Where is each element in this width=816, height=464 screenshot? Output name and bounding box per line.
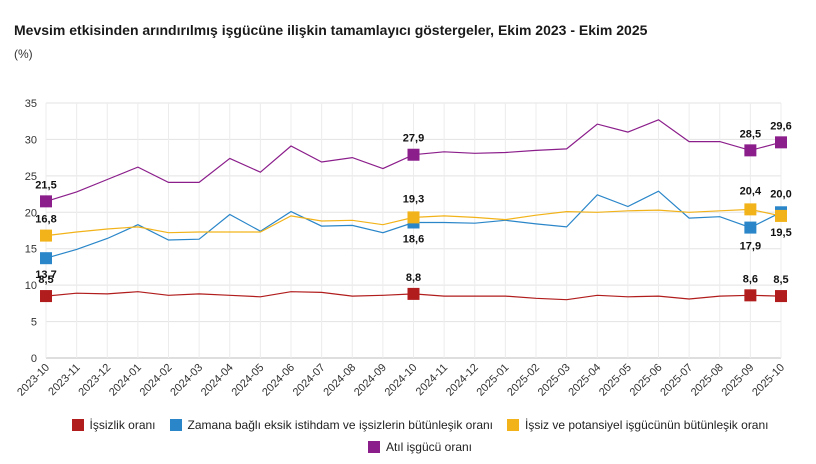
x-tick-label: 2025-01 [474,362,511,399]
data-label: 8,8 [406,272,421,284]
data-point-marker [407,287,420,300]
x-tick-label: 2025-04 [566,362,603,399]
y-tick-label: 30 [25,134,37,146]
x-tick-label: 2024-10 [383,362,420,399]
x-tick-label: 2023-11 [46,362,82,398]
data-point-marker [744,203,757,216]
legend-label: İşsiz ve potansiyel işgücünün bütünleşik… [525,418,769,432]
x-tick-label: 2025-05 [597,362,634,399]
legend-swatch [367,441,380,453]
data-label: 20,0 [770,188,791,200]
data-label: 8,5 [38,274,53,286]
x-tick-label: 2024-11 [414,362,450,398]
x-tick-label: 2025-03 [536,362,573,399]
data-point-marker [40,229,52,242]
x-tick-label: 2024-09 [352,362,389,399]
data-label: 8,6 [743,273,758,285]
x-tick-label: 2025-10 [750,362,787,399]
x-tick-label: 2024-12 [444,362,481,399]
data-label: 20,4 [740,185,762,197]
data-point-marker [744,289,757,302]
data-label: 29,6 [770,120,791,132]
data-point-marker [744,221,757,234]
data-label: 19,5 [770,227,791,239]
x-tick-label: 2024-01 [107,362,144,399]
x-tick-label: 2024-06 [260,362,297,399]
legend-swatch [169,419,182,431]
x-tick-label: 2024-05 [229,362,266,399]
y-tick-label: 0 [31,353,37,365]
data-point-marker [775,136,787,149]
legend-item-1[interactable]: İşsizlik oranı [71,418,156,432]
x-tick-label: 2023-12 [76,362,113,399]
x-tick-label: 2024-02 [138,362,175,399]
y-tick-label: 15 [25,244,37,256]
y-tick-label: 35 [25,98,37,110]
x-tick-label: 2025-02 [505,362,542,399]
data-label: 17,9 [740,241,761,253]
x-tick-label: 2025-07 [658,362,695,399]
data-label: 28,5 [740,128,761,140]
x-tick-label: 2024-04 [199,362,236,399]
x-tick-label: 2023-10 [15,362,52,399]
x-tick-label: 2024-08 [321,362,358,399]
data-label: 13,7 [35,269,56,281]
y-tick-label: 5 [31,317,37,329]
y-tick-label: 20 [25,207,37,219]
data-label: 19,3 [403,193,424,205]
y-axis-unit: (%) [14,47,33,61]
y-tick-label: 25 [25,171,37,183]
data-label: 27,9 [403,133,424,145]
data-point-marker [407,211,420,224]
data-point-marker [40,195,52,208]
chart-legend: İşsizlik oranı Zamana bağlı eksik istihda… [60,418,780,462]
legend-label: Atıl işgücü oranı [385,440,473,454]
legend-label: Zamana bağlı eksik istihdam ve işsizleri… [187,418,494,432]
data-point-marker [40,290,52,303]
legend-item-4[interactable]: Atıl işgücü oranı [367,440,473,454]
x-tick-label: 2025-06 [628,362,665,399]
x-tick-label: 2024-03 [168,362,205,399]
data-label: 8,5 [773,274,788,286]
legend-swatch [71,419,84,431]
data-point-marker [40,252,52,265]
legend-label: İşsizlik oranı [89,418,156,432]
data-point-marker [744,144,757,157]
data-label: 16,8 [35,214,56,226]
data-point-marker [407,148,420,161]
legend-item-3[interactable]: İşsiz ve potansiyel işgücünün bütünleşik… [507,418,769,432]
data-point-marker [775,209,787,222]
y-tick-label: 10 [25,280,37,292]
data-label: 18,6 [403,233,424,245]
legend-item-2[interactable]: Zamana bağlı eksik istihdam ve işsizleri… [169,418,494,432]
chart-title: Mevsim etkisinden arındırılmış işgücüne … [14,22,648,38]
x-tick-label: 2024-07 [291,362,328,399]
data-label: 21,5 [35,179,56,191]
x-tick-label: 2025-08 [689,362,726,399]
data-point-marker [775,290,787,303]
legend-swatch [507,419,520,431]
x-tick-label: 2025-09 [719,362,756,399]
